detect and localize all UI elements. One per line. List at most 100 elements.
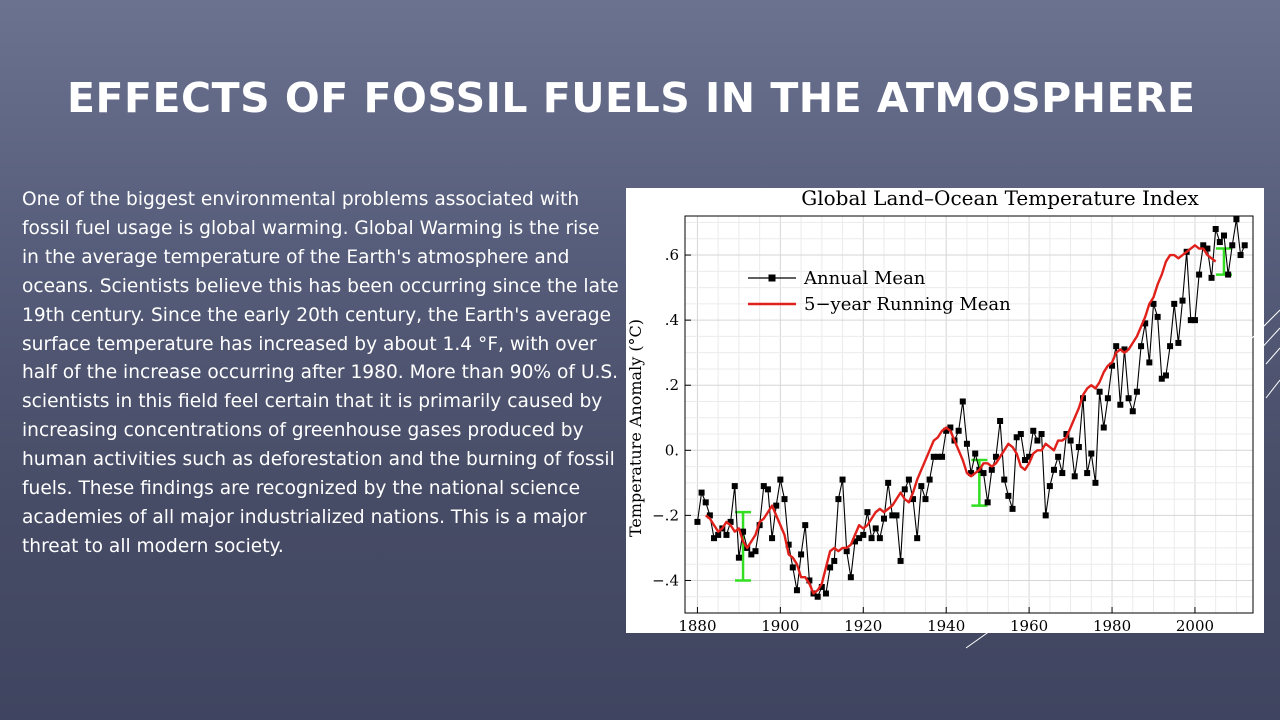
annual-mean-point [1042, 512, 1049, 519]
annual-mean-point [1117, 401, 1124, 408]
annual-mean-point [760, 483, 767, 490]
annual-mean-point [947, 424, 954, 431]
annual-mean-line [696, 219, 1246, 598]
series-layer [694, 216, 1248, 600]
annual-mean-point [715, 531, 722, 538]
annual-mean-point [1146, 359, 1153, 366]
annual-mean-point [1100, 424, 1107, 431]
plot-frame [684, 215, 1254, 614]
annual-mean-point [727, 518, 734, 525]
annual-mean-point [901, 486, 908, 493]
annual-mean-point [1154, 313, 1161, 320]
annual-mean-point [864, 509, 871, 516]
annual-mean-point [1109, 362, 1116, 369]
y-tick-label: 0. [665, 441, 679, 459]
y-tick-label: .4 [665, 311, 679, 329]
annual-mean-point [831, 557, 838, 564]
chart-grid [685, 216, 1253, 614]
annual-mean-point [806, 577, 813, 584]
annual-mean-point [1241, 242, 1248, 249]
annual-mean-point [1191, 317, 1198, 324]
annual-mean-point [1237, 252, 1244, 259]
x-tick-label: 2000 [1176, 617, 1214, 633]
annual-mean-point [1067, 437, 1074, 444]
annual-mean-point [1034, 437, 1041, 444]
x-tick-label: 1900 [761, 617, 799, 633]
annual-mean-point [1050, 466, 1057, 473]
annual-mean-point [1204, 245, 1211, 252]
annual-mean-point [868, 535, 875, 542]
annual-mean-point [984, 499, 991, 506]
annual-mean-point [1046, 483, 1053, 490]
y-tick-label: −.4 [652, 571, 679, 589]
annual-mean-point [1005, 492, 1012, 499]
annual-mean-point [723, 531, 730, 538]
annual-mean-point [731, 483, 738, 490]
annual-mean-point [885, 479, 892, 486]
annual-mean-point [922, 496, 929, 503]
annual-mean-point [851, 538, 858, 545]
annual-mean-point [1171, 300, 1178, 307]
annual-mean-point [781, 496, 788, 503]
annual-mean-point [1092, 479, 1099, 486]
annual-mean-point [1096, 388, 1103, 395]
annual-mean-point [943, 427, 950, 434]
annual-mean-point [918, 483, 925, 490]
annual-mean-point [1179, 297, 1186, 304]
annual-mean-point [1138, 343, 1145, 350]
annual-mean-point [1017, 431, 1024, 438]
chart-title: Global Land–Ocean Temperature Index [801, 188, 1199, 210]
annual-mean-point [735, 554, 742, 561]
annual-mean-point [1063, 431, 1070, 438]
annual-mean-point [764, 486, 771, 493]
annual-mean-point [814, 593, 821, 600]
x-tick-label: 1940 [927, 617, 965, 633]
temperature-chart: 1880 1900 1920 1940 1960 1980 2000 −.4 −.2 0. .2 .4… [626, 188, 1264, 633]
annual-mean-point [1225, 271, 1232, 278]
annual-mean-point [1133, 388, 1140, 395]
annual-mean-point [1233, 216, 1240, 223]
annual-mean-point [1009, 505, 1016, 512]
annual-mean-point [959, 398, 966, 405]
annual-mean-point [972, 450, 979, 457]
running-mean-line [704, 244, 1217, 595]
annual-mean-point [835, 496, 842, 503]
annual-mean-point [939, 453, 946, 460]
annual-mean-point [856, 535, 863, 542]
annual-mean-point [889, 512, 896, 519]
annual-mean-point [769, 535, 776, 542]
annual-mean-point [910, 496, 917, 503]
axis-ticks: 1880 1900 1920 1940 1960 1980 2000 −.4 −.2 0. .2 .4… [652, 246, 1214, 633]
annual-mean-point [1187, 317, 1194, 324]
annual-mean-point [1088, 450, 1095, 457]
x-tick-label: 1880 [678, 617, 716, 633]
annual-mean-point [1175, 339, 1182, 346]
annual-mean-point [1030, 427, 1037, 434]
annual-mean-point [926, 476, 933, 483]
annual-mean-point [905, 476, 912, 483]
annual-mean-point [1059, 470, 1066, 477]
annual-mean-point [934, 453, 941, 460]
annual-mean-point [793, 587, 800, 594]
annual-mean-point [860, 531, 867, 538]
decorative-line-bottom [965, 630, 991, 649]
y-tick-label: −.2 [652, 506, 679, 524]
y-axis-label: Temperature Anomaly (°C) [626, 319, 645, 537]
annual-mean-point [897, 557, 904, 564]
annual-mean-point [843, 548, 850, 555]
legend-annual-marker [768, 274, 776, 282]
annual-mean-point [881, 515, 888, 522]
annual-mean-point [839, 476, 846, 483]
annual-mean-point [980, 470, 987, 477]
annual-mean-point [1001, 476, 1008, 483]
x-tick-label: 1920 [844, 617, 882, 633]
annual-mean-point [930, 453, 937, 460]
annual-mean-point [997, 418, 1004, 425]
annual-mean-point [789, 564, 796, 571]
annual-mean-point [818, 583, 825, 590]
uncertainty-bar [735, 510, 752, 582]
annual-mean-point [988, 466, 995, 473]
annual-mean-point [1071, 473, 1078, 480]
y-tick-label: .2 [665, 376, 679, 394]
annual-mean-point [955, 427, 962, 434]
